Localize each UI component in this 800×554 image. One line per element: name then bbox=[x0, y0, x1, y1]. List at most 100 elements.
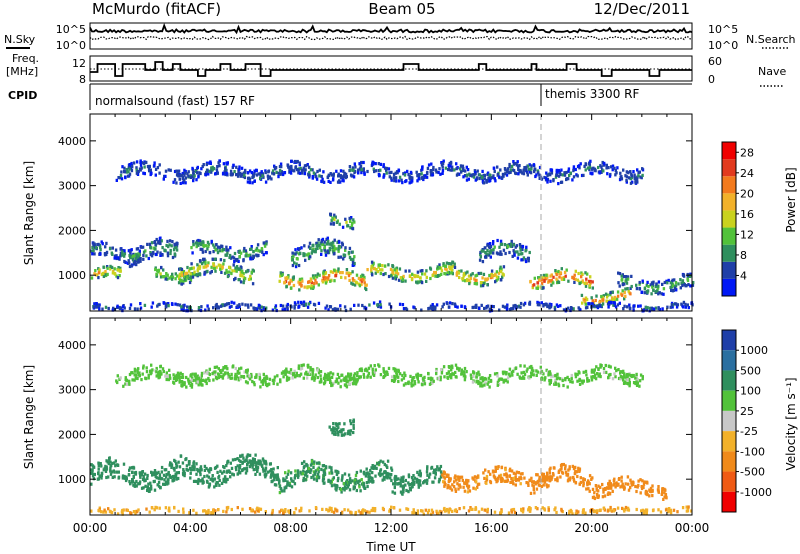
velocity-echo-cell bbox=[466, 482, 469, 486]
power-echo-cell bbox=[304, 258, 307, 262]
power-echo-cell bbox=[173, 246, 176, 250]
power-echo-cell bbox=[111, 308, 114, 312]
velocity-echo-cell bbox=[439, 470, 443, 474]
power-echo-cell bbox=[410, 180, 413, 184]
power-echo-cell bbox=[482, 282, 485, 286]
power-echo-cell bbox=[136, 170, 139, 174]
power-echo-cell bbox=[249, 253, 252, 257]
power-echo-cell bbox=[218, 164, 221, 168]
power-echo-cell bbox=[119, 268, 122, 272]
power-echo-cell bbox=[471, 305, 474, 310]
velocity-echo-cell bbox=[270, 512, 274, 516]
velocity-echo-cell bbox=[187, 381, 191, 385]
velocity-echo-cell bbox=[200, 478, 204, 482]
velocity-echo-cell bbox=[454, 370, 457, 375]
power-echo-cell bbox=[163, 248, 166, 252]
power-echo-cell bbox=[451, 264, 454, 268]
velocity-echo-cell bbox=[231, 458, 235, 462]
power-echo-cell bbox=[607, 166, 610, 170]
power-echo-cell bbox=[156, 250, 159, 254]
velocity-echo-cell bbox=[620, 484, 623, 488]
power-echo-cell bbox=[394, 179, 398, 183]
velocity-echo-cell bbox=[417, 473, 421, 477]
power-echo-cell bbox=[467, 278, 470, 282]
velocity-echo-cell bbox=[409, 374, 412, 378]
power-echo-cell bbox=[672, 288, 675, 292]
power-colorbar-swatch bbox=[722, 159, 736, 177]
power-echo-cell bbox=[236, 304, 239, 308]
power-echo-cell bbox=[622, 275, 626, 279]
power-echo-cell bbox=[361, 278, 364, 282]
power-echo-cell bbox=[383, 166, 387, 170]
power-echo-cell bbox=[451, 165, 454, 169]
velocity-echo-cell bbox=[652, 508, 655, 512]
power-echo-cell bbox=[343, 305, 347, 309]
power-echo-cell bbox=[487, 253, 491, 257]
power-echo-cell bbox=[265, 306, 268, 310]
power-echo-cell bbox=[548, 279, 551, 283]
power-echo-cell bbox=[311, 249, 314, 253]
power-echo-cell bbox=[652, 307, 656, 311]
velocity-echo-cell bbox=[611, 489, 614, 493]
power-echo-cell bbox=[441, 305, 444, 309]
velocity-echo-cell bbox=[122, 462, 126, 466]
power-echo-cell bbox=[581, 279, 584, 283]
velocity-echo-cell bbox=[609, 365, 612, 369]
power-echo-cell bbox=[242, 249, 246, 253]
power-echo-cell bbox=[259, 174, 262, 178]
power-echo-cell bbox=[298, 163, 301, 167]
power-echo-cell bbox=[337, 244, 341, 248]
velocity-echo-cell bbox=[348, 382, 351, 386]
velocity-echo-cell bbox=[229, 461, 232, 465]
velocity-echo-cell bbox=[224, 475, 227, 479]
power-echo-cell bbox=[137, 252, 140, 256]
power-echo-cell bbox=[454, 304, 457, 308]
noise-right-tick-bottom: 10^0 bbox=[708, 39, 738, 52]
power-echo-cell bbox=[321, 278, 324, 282]
power-echo-cell bbox=[351, 277, 355, 281]
velocity-echo-cell bbox=[185, 464, 189, 468]
power-echo-cell bbox=[623, 282, 626, 286]
velocity-echo-cell bbox=[162, 482, 165, 486]
power-echo-cell bbox=[472, 175, 476, 179]
velocity-echo-cell bbox=[472, 370, 475, 374]
velocity-echo-cell bbox=[370, 508, 373, 513]
power-echo-cell bbox=[519, 170, 523, 174]
power-echo-cell bbox=[274, 306, 277, 310]
velocity-echo-cell bbox=[122, 384, 125, 388]
power-echo-cell bbox=[352, 218, 355, 222]
power-echo-cell bbox=[139, 302, 142, 306]
velocity-echo-cell bbox=[325, 507, 328, 512]
power-echo-cell bbox=[214, 269, 217, 273]
velocity-echo-cell bbox=[365, 467, 368, 471]
power-echo-cell bbox=[207, 172, 210, 176]
velocity-echo-cell bbox=[422, 512, 425, 516]
velocity-echo-cell bbox=[111, 461, 114, 465]
power-echo-cell bbox=[402, 172, 405, 176]
power-echo-cell bbox=[324, 271, 328, 275]
velocity-echo-cell bbox=[626, 508, 629, 512]
velocity-echo-cell bbox=[336, 372, 340, 376]
power-echo-cell bbox=[286, 306, 289, 310]
velocity-echo-cell bbox=[520, 477, 523, 481]
velocity-echo-cell bbox=[557, 384, 561, 388]
power-echo-cell bbox=[127, 259, 130, 263]
velocity-echo-cell bbox=[285, 367, 288, 371]
velocity-echo-cell bbox=[616, 483, 619, 487]
power-echo-cell bbox=[222, 262, 225, 266]
power-echo-cell bbox=[291, 251, 294, 255]
velocity-echo-cell bbox=[581, 381, 584, 385]
velocity-echo-cell bbox=[255, 461, 259, 465]
velocity-echo-cell bbox=[578, 482, 581, 486]
velocity-echo-cell bbox=[639, 373, 643, 377]
power-echo-cell bbox=[179, 267, 182, 271]
power-echo-cell bbox=[512, 160, 515, 164]
velocity-echo-cell bbox=[362, 372, 365, 376]
velocity-echo-cell bbox=[346, 479, 349, 483]
velocity-echo-cell bbox=[582, 370, 585, 374]
velocity-echo-cell bbox=[447, 371, 450, 375]
velocity-echo-cell bbox=[237, 378, 240, 382]
power-colorbar-tick-label: 20 bbox=[740, 187, 754, 200]
velocity-echo-cell bbox=[108, 456, 111, 460]
velocity-echo-cell bbox=[636, 381, 639, 385]
